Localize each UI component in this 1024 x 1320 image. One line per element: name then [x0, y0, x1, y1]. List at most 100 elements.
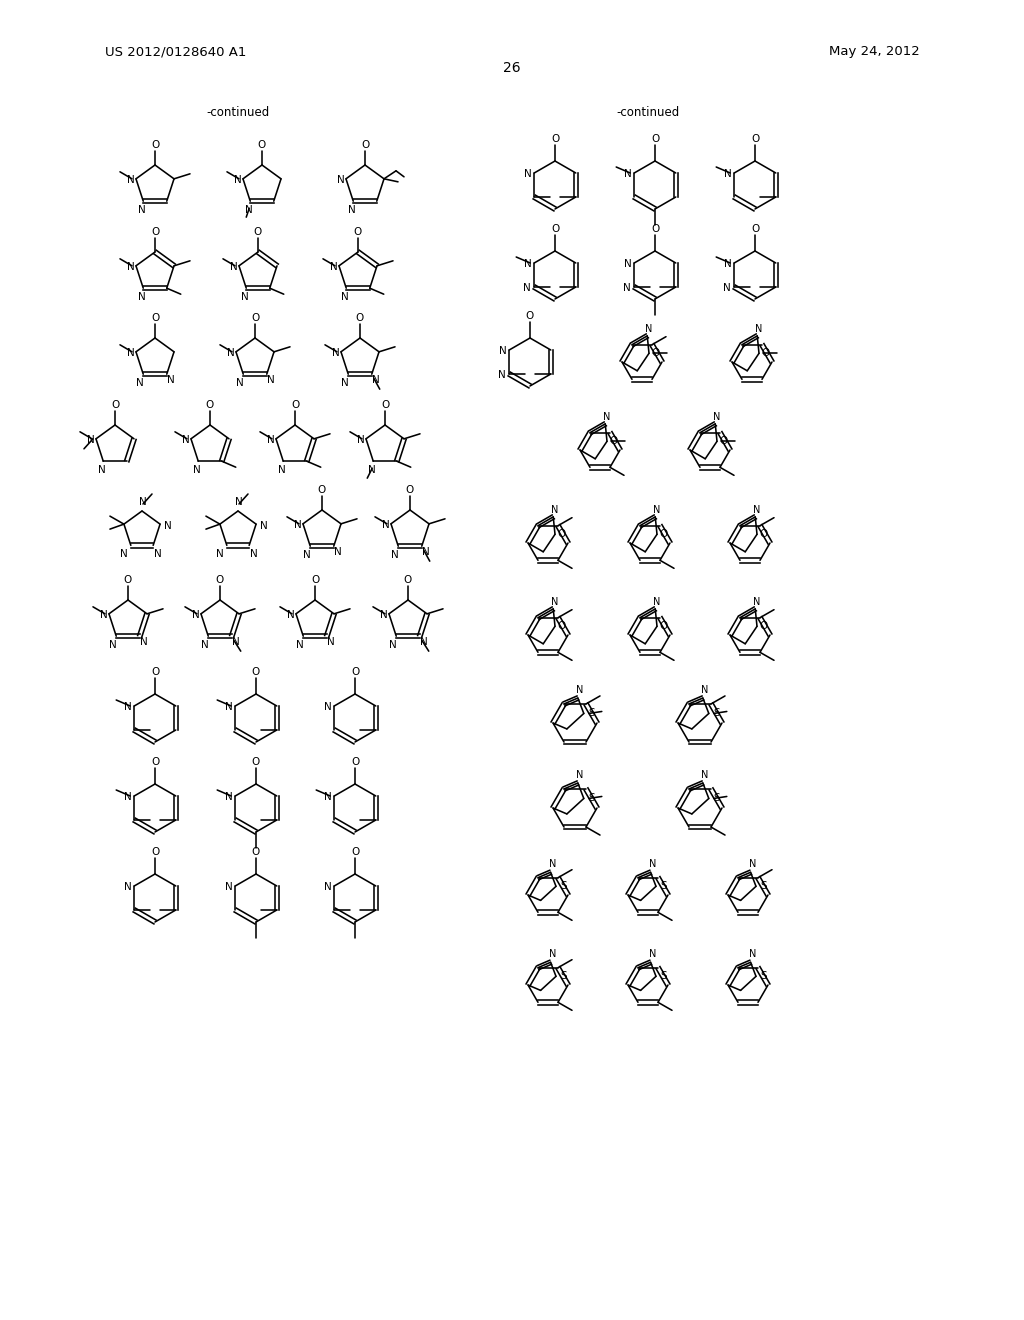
Text: O: O — [551, 135, 559, 144]
Text: N: N — [303, 550, 311, 560]
Text: N: N — [260, 521, 268, 531]
Text: O: O — [151, 227, 159, 238]
Text: N: N — [644, 323, 652, 334]
Text: N: N — [242, 292, 249, 302]
Text: O: O — [151, 140, 159, 150]
Text: N: N — [753, 504, 760, 515]
Text: N: N — [246, 205, 253, 215]
Text: O: O — [406, 484, 414, 495]
Text: N: N — [202, 640, 209, 651]
Text: N: N — [577, 685, 584, 696]
Text: N: N — [127, 174, 135, 185]
Text: N: N — [267, 434, 274, 445]
Text: N: N — [749, 949, 757, 960]
Text: O: O — [206, 400, 214, 411]
Text: N: N — [624, 282, 631, 293]
Text: N: N — [551, 504, 558, 515]
Text: N: N — [625, 259, 632, 269]
Text: O: O — [311, 576, 319, 585]
Text: N: N — [140, 638, 147, 647]
Text: O: O — [381, 400, 389, 411]
Text: N: N — [723, 282, 731, 293]
Text: N: N — [369, 465, 376, 475]
Text: -continued: -continued — [616, 106, 680, 119]
Text: N: N — [652, 504, 659, 515]
Text: N: N — [422, 548, 430, 557]
Text: N: N — [236, 498, 243, 507]
Text: N: N — [523, 282, 531, 293]
Text: O: O — [151, 667, 159, 677]
Text: O: O — [558, 529, 566, 540]
Text: N: N — [216, 549, 223, 560]
Text: N: N — [380, 610, 388, 620]
Text: O: O — [762, 348, 770, 358]
Text: N: N — [231, 638, 240, 647]
Text: N: N — [234, 174, 242, 185]
Text: N: N — [334, 548, 342, 557]
Text: N: N — [577, 770, 584, 780]
Text: N: N — [294, 520, 302, 529]
Text: N: N — [287, 610, 295, 620]
Text: N: N — [701, 770, 709, 780]
Text: N: N — [227, 347, 234, 358]
Text: N: N — [225, 792, 233, 803]
Text: N: N — [549, 949, 556, 960]
Text: N: N — [649, 949, 656, 960]
Text: N: N — [193, 610, 200, 620]
Text: S: S — [714, 793, 720, 804]
Text: N: N — [389, 640, 397, 651]
Text: O: O — [252, 756, 260, 767]
Text: N: N — [500, 346, 507, 356]
Text: N: N — [225, 882, 233, 892]
Text: O: O — [291, 400, 299, 411]
Text: N: N — [524, 259, 532, 269]
Text: O: O — [151, 847, 159, 857]
Text: N: N — [120, 549, 128, 560]
Text: N: N — [124, 702, 132, 711]
Text: N: N — [138, 205, 146, 215]
Text: N: N — [194, 465, 201, 475]
Text: S: S — [660, 882, 668, 891]
Text: O: O — [720, 437, 728, 446]
Text: May 24, 2012: May 24, 2012 — [829, 45, 920, 58]
Text: N: N — [332, 347, 340, 358]
Text: O: O — [351, 756, 359, 767]
Text: N: N — [348, 205, 356, 215]
Text: N: N — [753, 597, 760, 607]
Text: O: O — [254, 227, 262, 238]
Text: N: N — [167, 375, 175, 385]
Text: N: N — [713, 412, 720, 422]
Text: O: O — [651, 135, 659, 144]
Text: N: N — [127, 347, 135, 358]
Text: N: N — [124, 882, 132, 892]
Text: O: O — [111, 400, 119, 411]
Text: S: S — [561, 882, 567, 891]
Text: O: O — [354, 227, 362, 238]
Text: N: N — [524, 169, 532, 180]
Text: N: N — [337, 174, 345, 185]
Text: O: O — [252, 847, 260, 857]
Text: N: N — [325, 792, 332, 803]
Text: N: N — [625, 169, 632, 180]
Text: O: O — [403, 576, 412, 585]
Text: S: S — [561, 972, 567, 981]
Text: N: N — [499, 370, 506, 380]
Text: N: N — [136, 379, 144, 388]
Text: N: N — [267, 375, 274, 385]
Text: O: O — [317, 484, 326, 495]
Text: N: N — [155, 549, 162, 560]
Text: O: O — [216, 576, 224, 585]
Text: N: N — [649, 859, 656, 870]
Text: O: O — [760, 529, 768, 540]
Text: N: N — [124, 792, 132, 803]
Text: O: O — [251, 313, 259, 323]
Text: N: N — [341, 379, 349, 388]
Text: N: N — [98, 465, 106, 475]
Text: N: N — [724, 259, 732, 269]
Text: N: N — [279, 465, 286, 475]
Text: S: S — [589, 709, 595, 718]
Text: N: N — [420, 638, 428, 647]
Text: O: O — [151, 756, 159, 767]
Text: N: N — [237, 379, 244, 388]
Text: N: N — [357, 434, 365, 445]
